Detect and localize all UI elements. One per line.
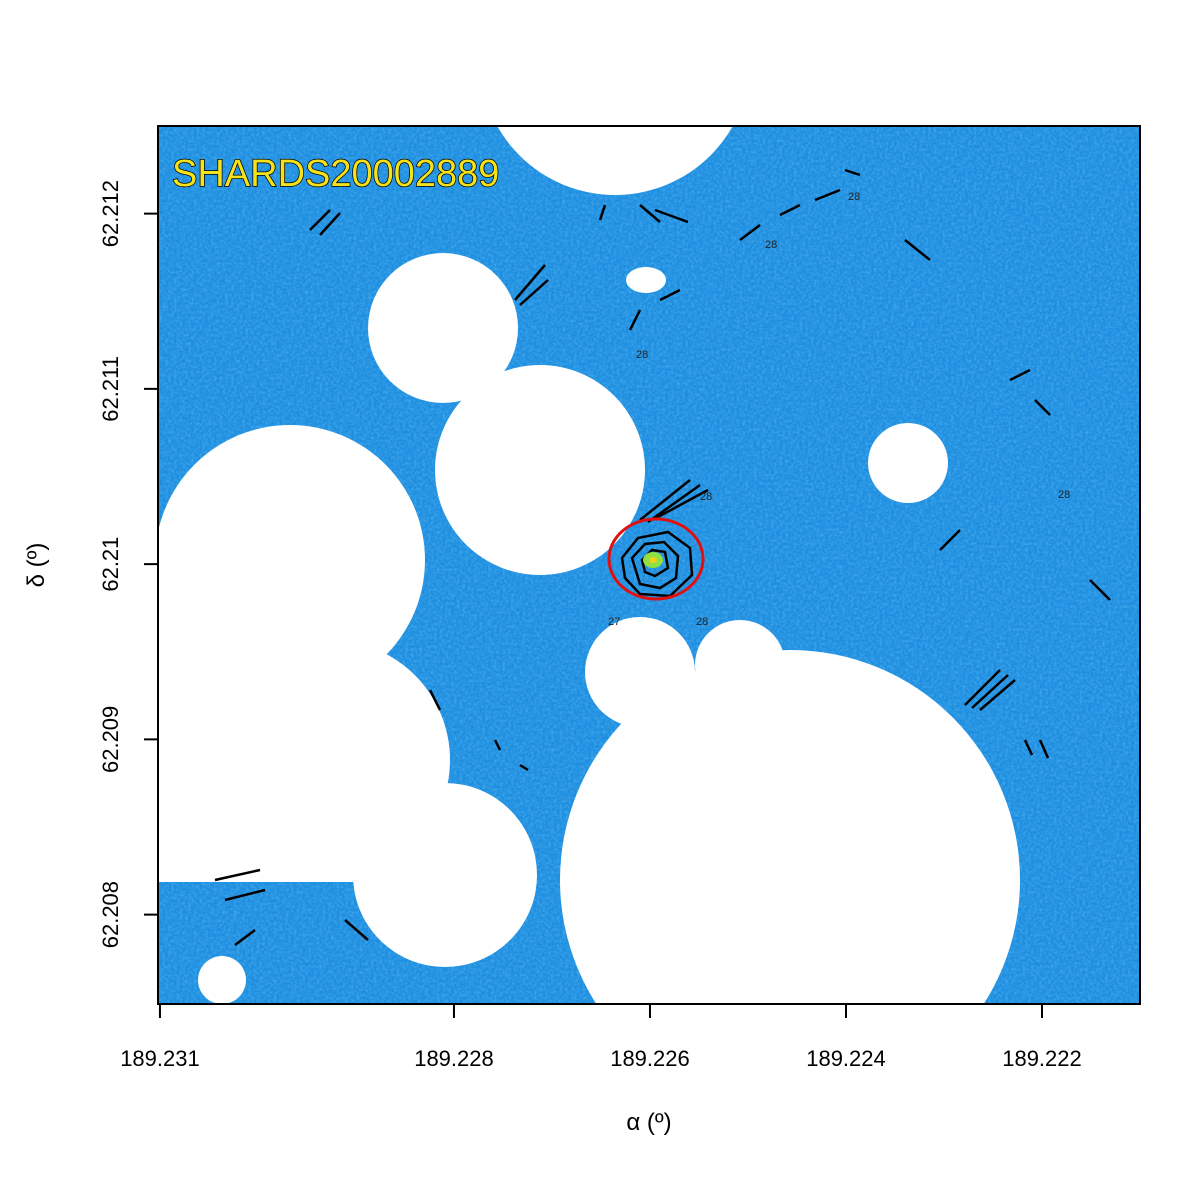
source-name: SHARDS20002889 [172,153,499,195]
y-tick-label: 62.209 [98,706,123,773]
image: 28 28 28 28 27 28 28 [158,126,1140,1004]
contour-label: 28 [700,491,712,503]
x-tick-label: 189.224 [806,1046,886,1071]
contour-label: 28 [765,239,777,251]
contour-label: 27 [608,616,620,628]
masks [158,126,1020,1004]
contour-label: 28 [696,616,708,628]
x-tick-label: 189.231 [120,1046,200,1071]
x-tick-label: 189.226 [610,1046,690,1071]
contour-label: 28 [636,349,648,361]
y-axis-label: δ (º) [23,543,50,588]
y-tick-label: 62.211 [98,356,123,422]
y-tick-label: 62.21 [98,537,123,592]
x-tick-label: 189.222 [1002,1046,1082,1071]
x-tick-label: 189.228 [414,1046,494,1071]
contours [214,168,1111,946]
y-tick-label: 62.212 [98,180,123,247]
contour-label: 28 [1058,489,1070,501]
x-axis-label: α (º) [626,1109,671,1136]
contour-label: 28 [848,191,860,203]
source-circle [607,517,705,601]
y-tick-label: 62.208 [98,881,123,948]
